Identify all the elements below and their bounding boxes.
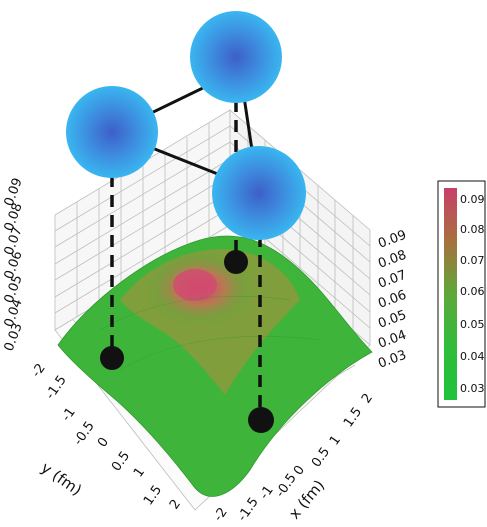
y-tick: -2 — [29, 361, 49, 380]
z-axis-left: 0.09 0.08 0.07 0.06 0.05 0.04 0.03 — [2, 176, 26, 353]
dot-left — [100, 346, 124, 370]
y-tick: 0 — [95, 435, 112, 450]
colorbar: 0.09 0.08 0.07 0.06 0.05 0.04 0.03 — [437, 180, 486, 408]
colorbar-label: 0.05 — [460, 318, 485, 331]
sphere-right — [212, 146, 306, 240]
y-tick: 0.5 — [109, 449, 133, 475]
sphere-left — [66, 86, 158, 178]
x-tick: -0.5 — [273, 471, 300, 500]
x-tick: 2 — [359, 391, 376, 406]
y-tick: 1.5 — [141, 483, 165, 509]
projection-dots — [100, 250, 274, 433]
x-tick: 0.5 — [309, 445, 333, 471]
colorbar-label: 0.07 — [460, 254, 485, 267]
z-right-tick: 0.09 — [376, 228, 408, 252]
colorbar-label: 0.09 — [460, 193, 485, 206]
y-tick: 1 — [131, 465, 148, 480]
x-tick: -1 — [257, 483, 277, 502]
colorbar-label: 0.04 — [460, 350, 485, 363]
z-axis-right: 0.09 0.08 0.07 0.06 0.05 0.04 0.03 — [376, 228, 408, 372]
x-tick: -2 — [211, 505, 231, 524]
dot-right — [248, 407, 274, 433]
x-tick: 1 — [327, 433, 344, 448]
colorbar-label: 0.03 — [460, 382, 485, 395]
x-tick: 1.5 — [341, 405, 365, 431]
colorbar-label: 0.08 — [460, 223, 485, 236]
x-tick: -1.5 — [235, 495, 262, 524]
y-tick: -1.5 — [43, 373, 70, 402]
y-tick: 2 — [167, 497, 184, 512]
y-tick: -1 — [59, 405, 79, 424]
colorbar-label: 0.06 — [460, 285, 485, 298]
y-tick: -0.5 — [71, 419, 98, 448]
spheres — [66, 11, 306, 240]
colorbar-gradient — [444, 188, 457, 400]
sphere-top — [190, 11, 282, 103]
density-surface — [57, 235, 373, 497]
y-axis-label: y (fm) — [38, 459, 85, 500]
dot-top — [224, 250, 248, 274]
